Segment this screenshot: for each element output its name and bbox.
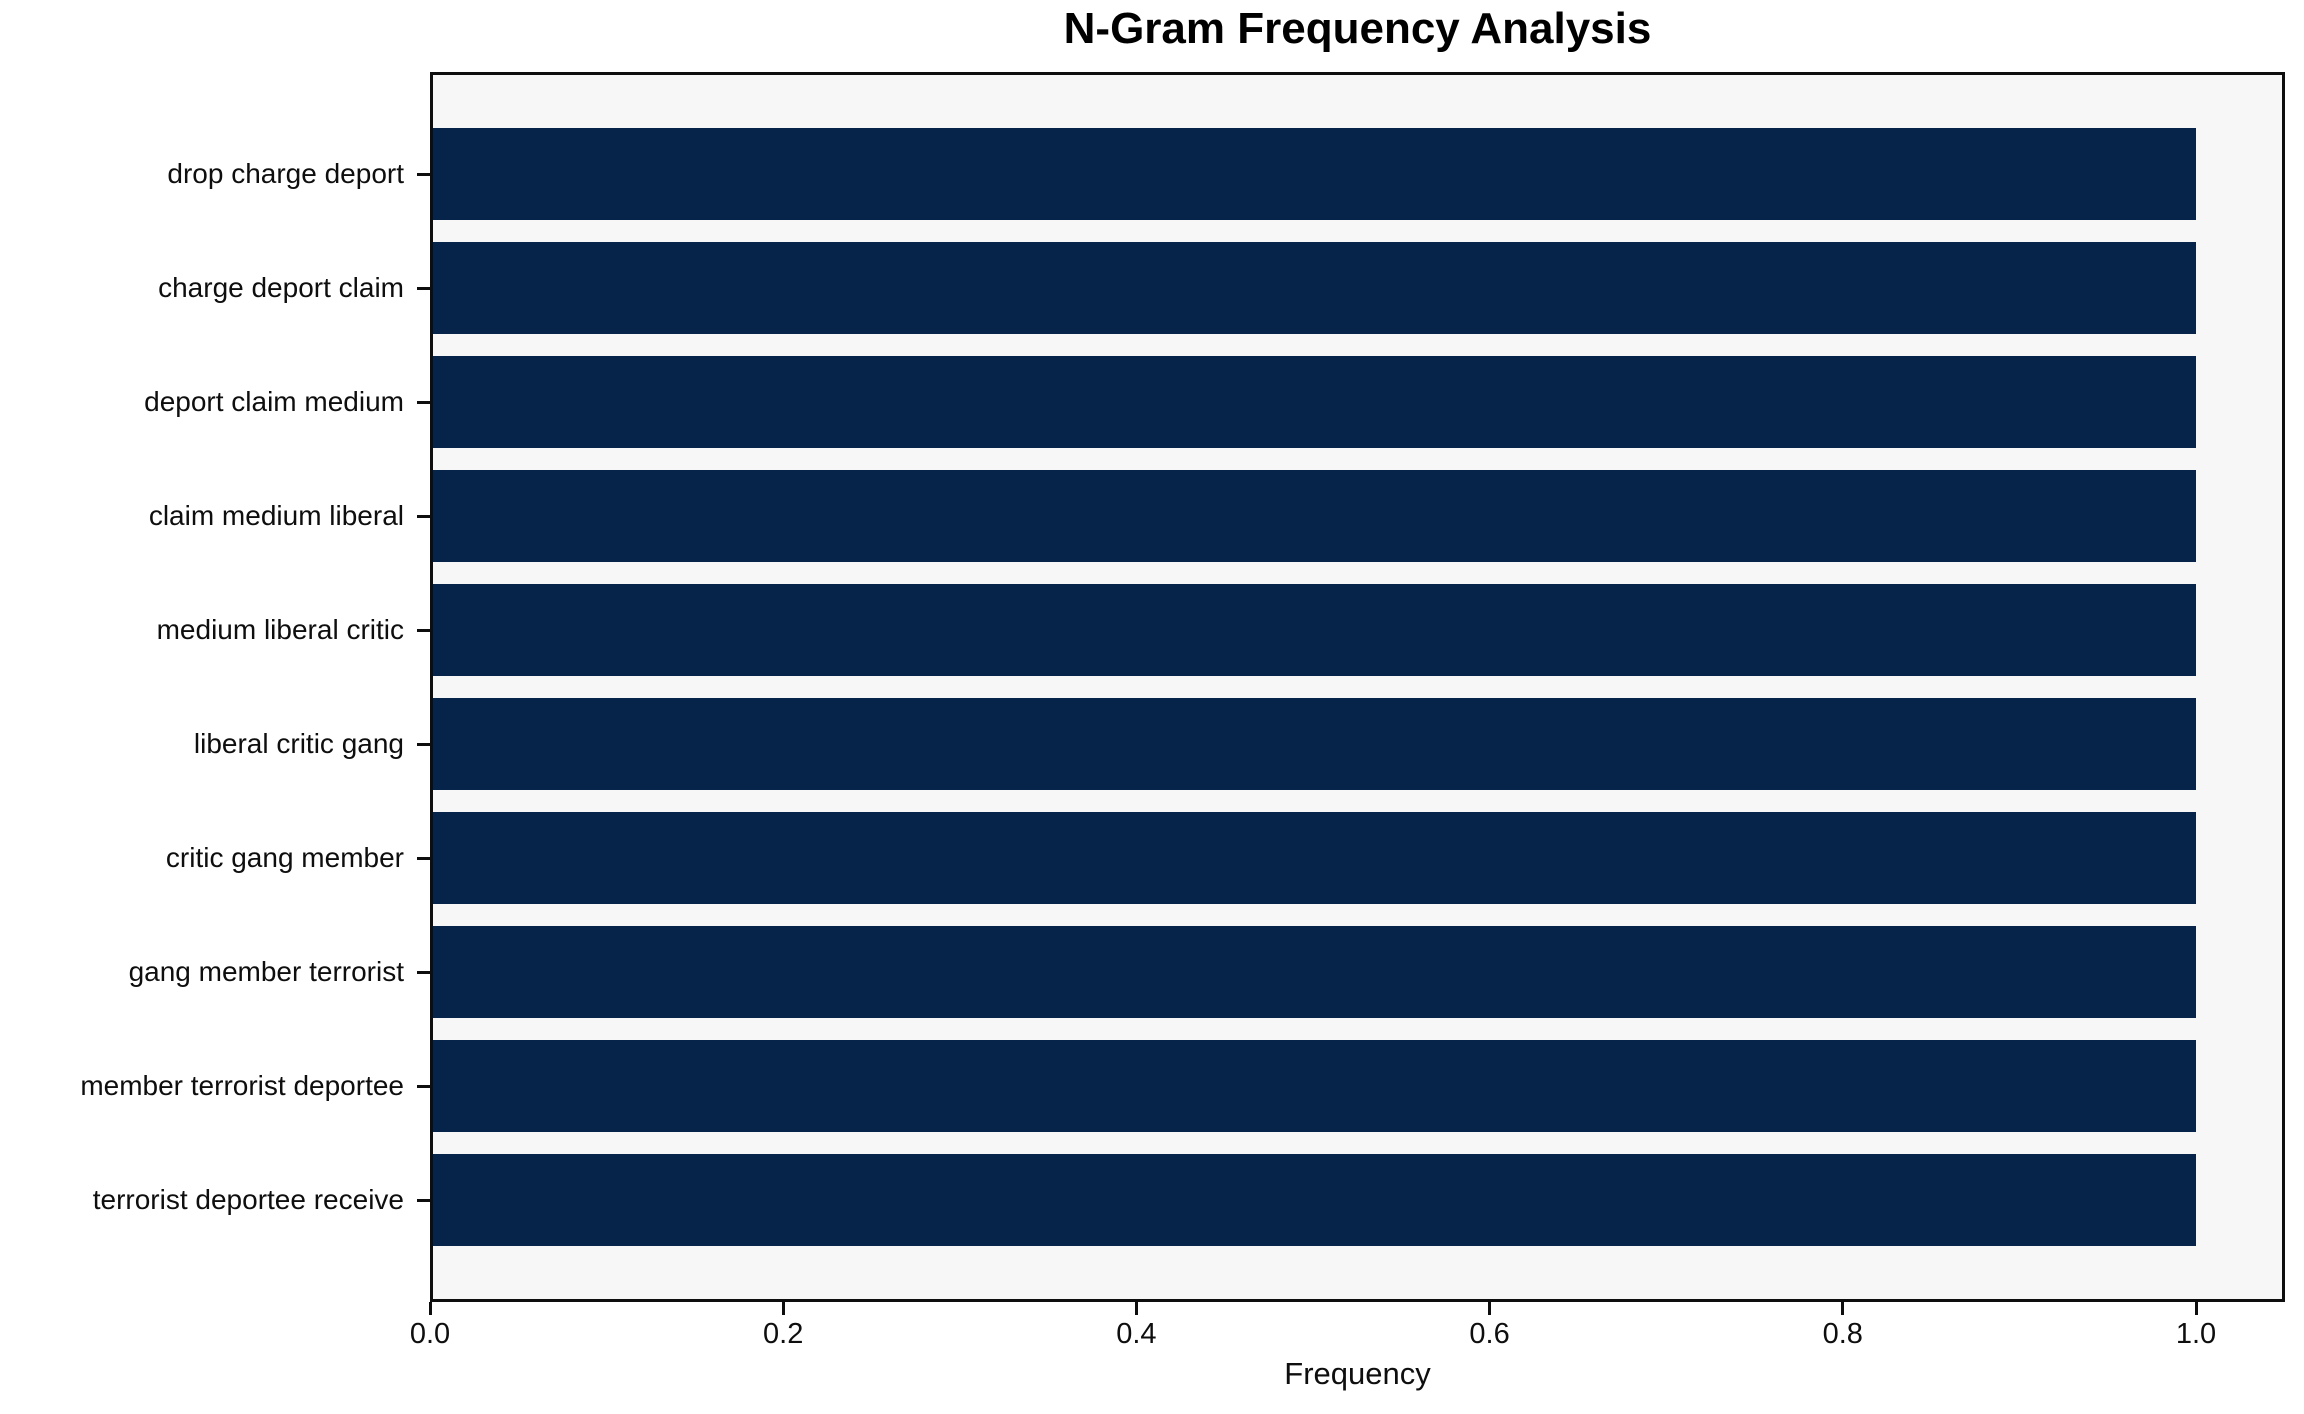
bar bbox=[430, 242, 2196, 334]
x-axis-label: Frequency bbox=[1284, 1356, 1431, 1391]
x-tick-label: 0.2 bbox=[763, 1318, 804, 1350]
y-tick-label: drop charge deport bbox=[167, 158, 404, 189]
x-tick-mark bbox=[1488, 1302, 1492, 1315]
bar bbox=[430, 356, 2196, 448]
y-tick-mark bbox=[417, 970, 430, 974]
y-tick-mark bbox=[417, 1198, 430, 1202]
x-tick-label: 0.8 bbox=[1822, 1318, 1863, 1350]
x-tick-mark bbox=[428, 1302, 432, 1315]
y-tick-mark bbox=[417, 172, 430, 176]
x-tick-label: 1.0 bbox=[2175, 1318, 2217, 1350]
x-tick-mark bbox=[1841, 1302, 1845, 1315]
y-tick-label: gang member terrorist bbox=[128, 956, 404, 987]
y-tick-mark bbox=[417, 400, 430, 404]
bar bbox=[430, 1154, 2196, 1246]
x-tick-mark bbox=[2194, 1302, 2198, 1315]
bar bbox=[430, 1040, 2196, 1132]
y-tick-mark bbox=[417, 1084, 430, 1088]
y-tick-mark bbox=[417, 856, 430, 860]
x-tick-label: 0.6 bbox=[1469, 1318, 1510, 1350]
bar bbox=[430, 698, 2196, 790]
bar bbox=[430, 926, 2196, 1018]
x-tick-mark bbox=[1134, 1302, 1138, 1315]
bar bbox=[430, 470, 2196, 562]
y-tick-label: charge deport claim bbox=[158, 272, 404, 303]
bar bbox=[430, 584, 2196, 676]
y-tick-label: critic gang member bbox=[165, 842, 404, 873]
y-tick-label: member terrorist deportee bbox=[80, 1070, 404, 1101]
y-tick-label: claim medium liberal bbox=[148, 500, 404, 531]
y-tick-label: medium liberal critic bbox=[156, 614, 404, 645]
y-tick-label: terrorist deportee receive bbox=[92, 1184, 404, 1215]
y-tick-mark bbox=[417, 514, 430, 518]
x-tick-mark bbox=[781, 1302, 785, 1315]
chart-title: N-Gram Frequency Analysis bbox=[1063, 4, 1652, 53]
bar bbox=[430, 128, 2196, 220]
x-tick-label: 0.4 bbox=[1116, 1318, 1157, 1350]
bar bbox=[430, 812, 2196, 904]
y-tick-mark bbox=[417, 286, 430, 290]
y-tick-mark bbox=[417, 628, 430, 632]
x-tick-label: 0.0 bbox=[409, 1318, 451, 1350]
y-tick-mark bbox=[417, 742, 430, 746]
y-tick-label: liberal critic gang bbox=[193, 728, 404, 759]
plot-area bbox=[430, 72, 2285, 1302]
y-tick-label: deport claim medium bbox=[144, 386, 404, 417]
